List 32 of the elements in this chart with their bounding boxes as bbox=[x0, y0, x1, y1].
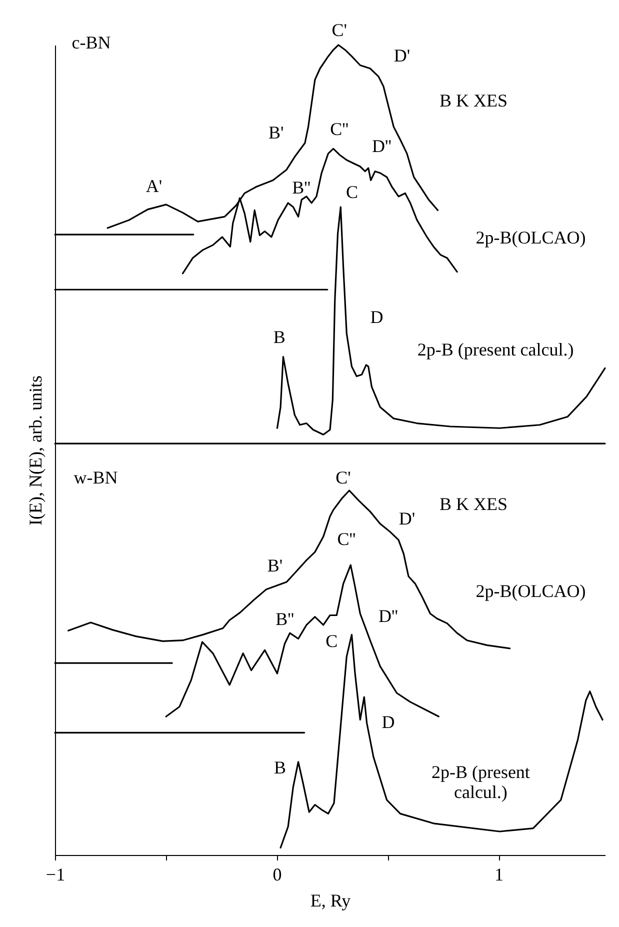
annotation: B K XES bbox=[440, 494, 508, 514]
annotation: D bbox=[382, 712, 395, 732]
annotation: 2p-B(OLCAO) bbox=[476, 580, 586, 601]
annotation: B'' bbox=[292, 177, 311, 198]
annotation: B bbox=[274, 757, 286, 778]
annotation: D'' bbox=[372, 136, 392, 156]
annotation: D' bbox=[394, 45, 410, 66]
annotation: B' bbox=[268, 122, 284, 142]
annotation: D' bbox=[398, 508, 416, 529]
annotation: D bbox=[370, 306, 384, 327]
annotation: C'' bbox=[330, 119, 349, 140]
annotation: B K XES bbox=[440, 90, 508, 111]
x-axis-title: E, Ry bbox=[310, 890, 351, 910]
annotation: 2p-B (present calcul.) bbox=[431, 762, 530, 802]
annotation: w-BN bbox=[74, 467, 118, 488]
annotation: B'' bbox=[276, 609, 294, 630]
annotation: B' bbox=[267, 556, 283, 576]
x-tick-label: −1 bbox=[46, 864, 66, 884]
annotation: C bbox=[346, 182, 358, 202]
y-axis-title: I(E), N(E), arb. units bbox=[26, 376, 46, 526]
annotation: C'' bbox=[337, 528, 356, 549]
annotation: A' bbox=[146, 176, 162, 196]
annotation: C' bbox=[336, 467, 351, 488]
annotation: C bbox=[326, 630, 338, 651]
annotation: c-BN bbox=[72, 32, 111, 52]
annotation: 2p-B (present calcul.) bbox=[417, 339, 574, 360]
text: C' bbox=[332, 20, 347, 40]
annotation: 2p-B(OLCAO) bbox=[476, 228, 586, 248]
annotation: D'' bbox=[378, 606, 398, 626]
annotation: B bbox=[273, 327, 286, 348]
x-tick-label: 1 bbox=[494, 864, 504, 884]
x-tick-label: 0 bbox=[272, 864, 282, 884]
